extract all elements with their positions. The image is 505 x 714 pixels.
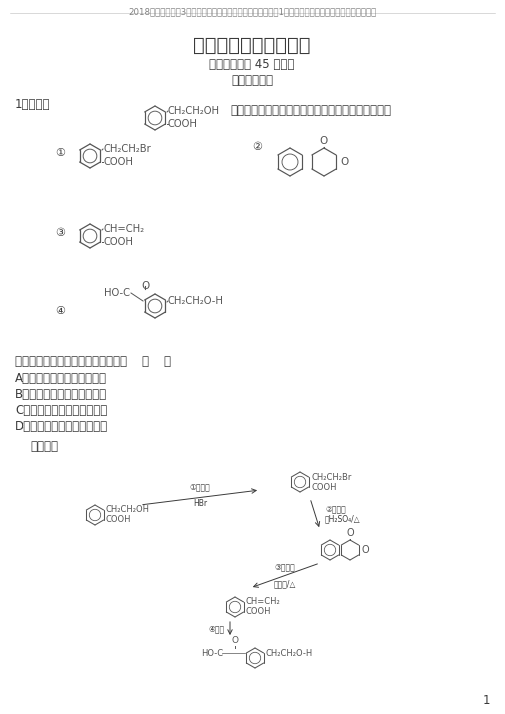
Text: 【学业达标】: 【学业达标】 [231,74,273,87]
Text: ④: ④ [55,306,65,316]
Text: ①: ① [55,148,65,158]
Text: O: O [340,157,348,167]
Text: HBr: HBr [193,500,207,508]
Text: CH₂CH₂O-H: CH₂CH₂O-H [266,648,313,658]
Text: A．酯化、加成、代替、缩聚: A．酯化、加成、代替、缩聚 [15,372,107,385]
Text: CH₂CH₂OH: CH₂CH₂OH [168,106,220,116]
Text: ②酯化、: ②酯化、 [325,506,346,515]
Text: O: O [231,636,238,645]
Text: CH₂CH₂O-H: CH₂CH₂O-H [168,296,224,306]
Text: COOH: COOH [311,483,336,491]
Text: D．代替、酯化、加成、加聚: D．代替、酯化、加成、加聚 [15,420,108,433]
Text: 【分析】: 【分析】 [30,440,58,453]
Text: ①代换、: ①代换、 [189,483,211,491]
Text: CH₂CH₂OH: CH₂CH₂OH [106,506,150,515]
Text: 1: 1 [482,694,490,707]
Text: CH=CH₂: CH=CH₂ [103,224,144,234]
Text: HO-C: HO-C [201,648,223,658]
Text: HO-C: HO-C [104,288,130,298]
Text: O: O [141,281,149,291]
Text: ④缩聚: ④缩聚 [209,624,225,633]
Text: CH₂CH₂Br: CH₂CH₂Br [103,144,151,154]
Text: 浓H₂SO₄/△: 浓H₂SO₄/△ [325,515,361,523]
Text: 生成这四种有机物的反响种类按次为    （    ）: 生成这四种有机物的反响种类按次为 （ ） [15,355,171,368]
Text: 1．构造为: 1．构造为 [15,98,50,111]
Text: CH₂CH₂Br: CH₂CH₂Br [311,473,351,481]
Text: 的有机物能够经过不一样的反响获得以下四种物质：: 的有机物能够经过不一样的反响获得以下四种物质： [230,104,391,117]
Text: O: O [346,528,354,538]
Text: 浓硫酸/△: 浓硫酸/△ [274,580,296,588]
Text: COOH: COOH [103,237,133,247]
Text: B．代替、酯化、消去、缩聚: B．代替、酯化、消去、缩聚 [15,388,107,401]
Text: 学业分层测评（十六）: 学业分层测评（十六） [193,36,311,55]
Text: C．代替、加成、消去、加聚: C．代替、加成、消去、加聚 [15,404,107,417]
Text: O: O [320,136,328,146]
Text: COOH: COOH [106,516,131,525]
Text: CH=CH₂: CH=CH₂ [246,598,281,606]
Text: COOH: COOH [168,119,198,129]
Text: （建议用时： 45 分钟）: （建议用时： 45 分钟） [209,58,295,71]
Text: ③消去、: ③消去、 [275,563,295,571]
Text: COOH: COOH [246,608,272,616]
Text: ②: ② [252,142,262,152]
Text: 2018版高中化学第3章有机合成及其应用合成高分子化合物第1节有机化合物的合成学业分层测评鲁科版: 2018版高中化学第3章有机合成及其应用合成高分子化合物第1节有机化合物的合成学… [128,7,376,16]
Text: ③: ③ [55,228,65,238]
Text: COOH: COOH [103,157,133,167]
Text: O: O [362,545,370,555]
